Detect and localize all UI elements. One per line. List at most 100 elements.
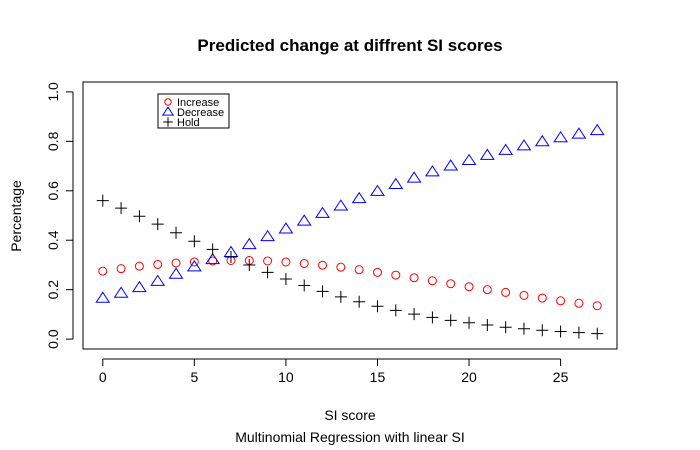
data-point	[591, 327, 604, 340]
data-point	[281, 257, 291, 267]
data-point	[443, 159, 459, 171]
data-point	[299, 258, 309, 268]
data-point	[501, 287, 511, 297]
y-tick-label: 0.8	[45, 131, 61, 151]
data-point	[406, 171, 422, 183]
y-tick-label: 0.4	[45, 230, 61, 250]
data-point	[208, 256, 218, 266]
data-point	[571, 127, 587, 139]
data-point	[516, 139, 532, 151]
data-point	[318, 260, 328, 270]
data-point	[150, 274, 166, 286]
chart-subtitle: Multinomial Regression with linear SI	[235, 429, 465, 445]
data-point	[426, 311, 439, 324]
data-point	[115, 202, 128, 215]
data-point	[188, 235, 201, 248]
data-point	[241, 237, 257, 250]
data-point	[372, 267, 382, 277]
data-point	[408, 308, 421, 321]
data-point	[131, 280, 147, 293]
data-point	[164, 98, 172, 106]
data-point	[315, 206, 330, 218]
data-point	[189, 257, 199, 267]
data-point	[163, 117, 173, 127]
data-point	[334, 290, 347, 303]
data-point	[298, 279, 311, 292]
x-tick-label: 20	[461, 369, 477, 385]
data-point	[554, 325, 567, 338]
series-increase	[98, 255, 602, 311]
data-point	[444, 314, 457, 327]
x-tick-label: 0	[99, 369, 107, 385]
y-tick-label: 0.2	[45, 280, 61, 300]
data-points	[95, 123, 605, 340]
data-point	[464, 282, 474, 292]
data-point	[113, 286, 129, 298]
legend-item: Decrease	[161, 106, 224, 119]
data-point	[96, 194, 109, 207]
data-point	[351, 191, 367, 204]
data-point	[333, 199, 349, 211]
data-point	[336, 262, 346, 272]
data-point	[168, 267, 184, 279]
data-point	[205, 252, 221, 265]
x-axis: 0 5 10 15 20 25	[99, 358, 569, 385]
y-tick-label: 0.6	[45, 181, 61, 201]
data-point	[116, 264, 126, 274]
plot-area	[82, 81, 618, 350]
data-point	[279, 273, 292, 286]
data-point	[481, 319, 494, 332]
data-point	[499, 321, 512, 334]
legend-item: Hold	[163, 117, 200, 129]
data-point	[260, 229, 276, 242]
data-point	[519, 290, 529, 300]
data-point	[574, 298, 584, 308]
data-point	[354, 265, 364, 275]
data-point	[370, 184, 385, 196]
data-point	[534, 134, 550, 147]
data-point	[556, 296, 566, 306]
data-point	[151, 218, 164, 231]
data-point	[316, 285, 329, 298]
legend-label: Increase	[177, 97, 219, 109]
data-point	[98, 266, 108, 276]
x-axis-label: SI score	[324, 407, 376, 423]
series-decrease	[95, 123, 605, 303]
data-point	[589, 123, 605, 136]
data-point	[461, 153, 477, 166]
data-point	[391, 270, 401, 280]
data-point	[409, 273, 419, 283]
chart-title: Predicted change at diffrent SI scores	[197, 36, 502, 55]
series-hold	[96, 194, 604, 340]
data-point	[498, 143, 514, 155]
data-point	[553, 130, 569, 143]
legend-label: Decrease	[177, 107, 224, 119]
data-point	[424, 165, 440, 177]
y-axis: 0.0 0.2 0.4 0.6 0.8 1.0	[45, 82, 74, 349]
x-tick-label: 5	[190, 369, 198, 385]
x-tick-label: 15	[370, 369, 386, 385]
y-tick-label: 1.0	[45, 82, 61, 102]
y-axis-label: Percentage	[8, 180, 24, 252]
data-point	[261, 266, 274, 279]
data-point	[446, 279, 456, 289]
data-point	[263, 256, 273, 266]
data-point	[171, 258, 181, 268]
data-point	[243, 258, 256, 271]
data-point	[572, 326, 585, 339]
data-point	[95, 291, 111, 303]
data-point	[537, 293, 547, 303]
data-point	[153, 259, 163, 269]
x-tick-label: 10	[278, 369, 294, 385]
data-point	[592, 301, 602, 311]
data-point	[206, 243, 219, 256]
data-point	[170, 226, 183, 239]
data-point	[353, 295, 366, 308]
data-point	[479, 148, 495, 160]
data-point	[278, 222, 294, 234]
data-point	[371, 300, 384, 313]
x-tick-label: 25	[553, 369, 569, 385]
data-point	[224, 251, 237, 264]
data-point	[427, 276, 437, 286]
